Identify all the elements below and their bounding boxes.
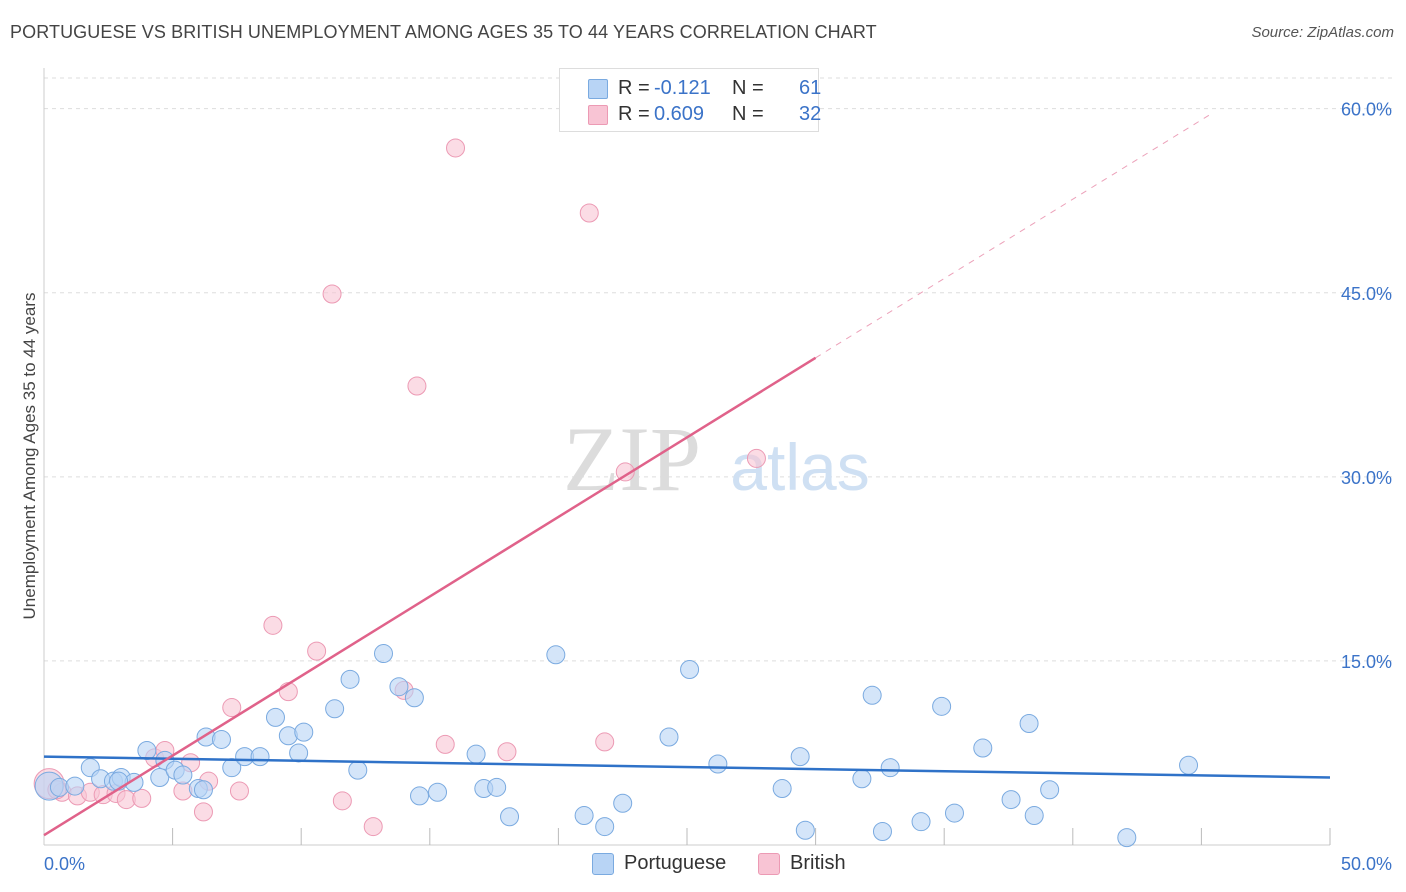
portuguese-point <box>862 685 882 705</box>
x-tick-label: 0.0% <box>44 854 85 874</box>
axes <box>43 68 1331 846</box>
british-r-label: R = <box>618 103 650 125</box>
portuguese-point <box>211 729 231 749</box>
portuguese-point <box>1179 755 1199 775</box>
portuguese-point <box>574 806 594 826</box>
portuguese-point <box>872 822 892 842</box>
british-point <box>222 698 242 718</box>
british-r-value: 0.609 <box>654 103 705 125</box>
portuguese-point <box>193 780 213 800</box>
portuguese-point <box>880 758 900 778</box>
portuguese-point <box>911 812 931 832</box>
y-tick-label: 30.0% <box>1341 468 1392 488</box>
portuguese-r-value: -0.121 <box>654 77 711 99</box>
british-point <box>595 732 615 752</box>
portuguese-point <box>404 688 424 708</box>
portuguese-point <box>109 771 129 791</box>
portuguese-point <box>546 645 566 665</box>
portuguese-point <box>944 803 964 823</box>
portuguese-point <box>265 707 285 727</box>
british-point <box>497 742 517 762</box>
british-n-value: 32 <box>799 103 822 125</box>
portuguese-point <box>325 699 345 719</box>
bottom-british-swatch <box>758 853 780 875</box>
british-point <box>193 802 213 822</box>
portuguese-point <box>1019 714 1039 734</box>
portuguese-swatch <box>588 79 608 99</box>
portuguese-point <box>374 644 394 664</box>
portuguese-r-label: R = <box>618 77 650 99</box>
gridlines <box>44 77 1392 662</box>
portuguese-point <box>680 660 700 680</box>
portuguese-point <box>772 779 792 799</box>
watermark-zip: ZIP <box>563 408 701 510</box>
portuguese-point <box>428 782 448 802</box>
portuguese-point <box>294 722 314 742</box>
bottom-portuguese-label: Portuguese <box>624 852 727 874</box>
british-point <box>322 284 342 304</box>
british-point <box>435 734 455 754</box>
british-point <box>446 138 466 158</box>
portuguese-point <box>500 807 520 827</box>
y-tick-label: 45.0% <box>1341 284 1392 304</box>
portuguese-point <box>613 793 633 813</box>
portuguese-point <box>1024 806 1044 826</box>
watermark: ZIP atlas <box>563 408 870 510</box>
british-n-label: N = <box>732 103 764 125</box>
british-point <box>615 462 635 482</box>
portuguese-point <box>348 760 368 780</box>
portuguese-point <box>1040 780 1060 800</box>
y-tick-label: 60.0% <box>1341 100 1392 120</box>
bottom-portuguese-swatch <box>592 853 614 875</box>
british-point <box>363 817 383 837</box>
portuguese-point <box>466 744 486 764</box>
british-trendline <box>43 356 817 837</box>
portuguese-point <box>973 738 993 758</box>
british-point <box>579 203 599 223</box>
tick-labels: 15.0% 30.0% 45.0% 60.0% 0.0% 50.0% <box>44 100 1392 874</box>
portuguese-n-label: N = <box>732 77 764 99</box>
portuguese-point <box>410 786 430 806</box>
portuguese-point <box>708 754 728 774</box>
portuguese-point <box>250 747 270 767</box>
portuguese-point <box>487 777 507 797</box>
portuguese-n-value: 61 <box>799 77 822 99</box>
portuguese-point <box>65 776 85 796</box>
british-swatch <box>588 105 608 125</box>
portuguese-point <box>1117 828 1137 848</box>
british-point <box>307 641 327 661</box>
portuguese-points <box>34 644 1199 848</box>
british-point <box>332 791 352 811</box>
british-point <box>407 376 427 396</box>
portuguese-point <box>289 743 309 763</box>
portuguese-point <box>932 696 952 716</box>
portuguese-point <box>595 817 615 837</box>
chart-title: PORTUGUESE VS BRITISH UNEMPLOYMENT AMONG… <box>10 22 877 42</box>
british-point <box>132 788 152 808</box>
british-point <box>263 615 283 635</box>
portuguese-point <box>150 768 170 788</box>
british-point <box>229 781 249 801</box>
bottom-british-label: British <box>790 852 846 874</box>
portuguese-point <box>795 820 815 840</box>
portuguese-point <box>852 769 872 789</box>
portuguese-point <box>389 677 409 697</box>
correlation-legend: R = -0.121 N = 61 R = 0.609 N = 32 <box>559 68 822 132</box>
portuguese-point <box>790 747 810 767</box>
british-trendline-extension <box>815 113 1212 359</box>
british-point <box>746 448 766 468</box>
portuguese-point <box>340 669 360 689</box>
trendlines <box>43 113 1331 837</box>
portuguese-point <box>137 741 157 761</box>
y-tick-label: 15.0% <box>1341 652 1392 672</box>
portuguese-point <box>659 727 679 747</box>
watermark-atlas: atlas <box>730 430 869 504</box>
portuguese-point <box>1001 790 1021 810</box>
portuguese-point <box>173 765 193 785</box>
x-tick-label: 50.0% <box>1341 854 1392 874</box>
y-axis-title: Unemployment Among Ages 35 to 44 years <box>20 292 39 620</box>
portuguese-trendline <box>43 755 1331 779</box>
chart-source: Source: ZipAtlas.com <box>1251 24 1394 41</box>
